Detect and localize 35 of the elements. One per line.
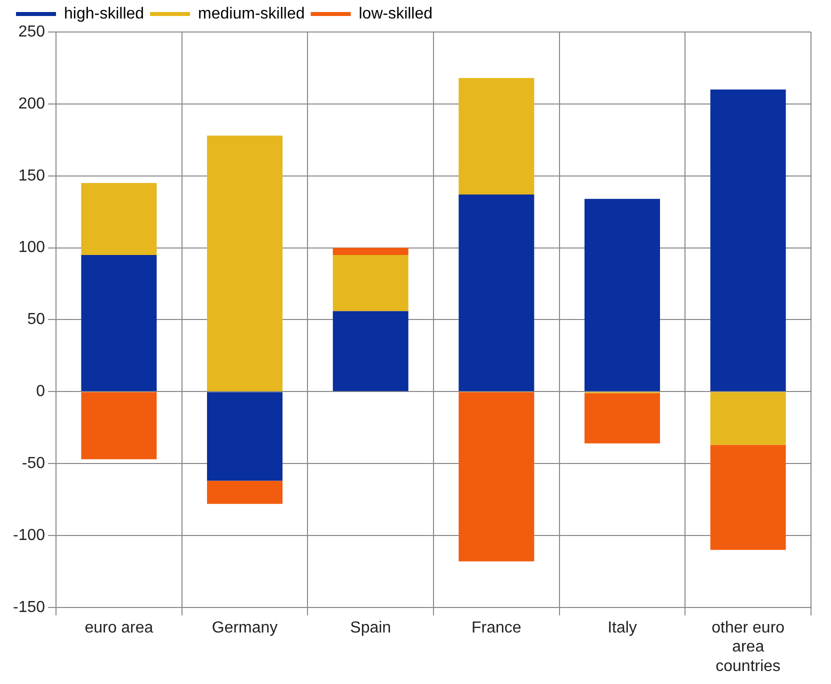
bar	[207, 136, 283, 392]
bar	[207, 392, 283, 481]
bar	[81, 183, 157, 255]
x-tick-label: Spain	[350, 619, 392, 636]
y-tick-label: 250	[18, 23, 46, 40]
y-tick-label: 0	[36, 383, 46, 400]
y-tick-label: 150	[18, 167, 46, 184]
bar	[458, 392, 534, 562]
bar	[710, 90, 786, 392]
bar	[207, 480, 283, 504]
bar	[584, 198, 660, 392]
legend-label: medium-skilled	[198, 5, 305, 22]
bar	[332, 311, 408, 392]
bar	[710, 392, 786, 445]
bar	[584, 393, 660, 444]
legend-label: high-skilled	[64, 5, 144, 22]
bar	[458, 194, 534, 392]
x-tick-label: Italy	[608, 619, 637, 636]
y-tick-label: -150	[12, 598, 46, 616]
bar	[332, 254, 408, 312]
x-tick-label: euro area	[84, 619, 154, 636]
y-tick-label: -50	[22, 454, 46, 472]
bar	[81, 392, 157, 460]
x-tick-label: other euro area countries	[712, 619, 785, 675]
bar	[332, 248, 408, 255]
x-tick-label: Germany	[212, 619, 278, 636]
x-tick-label: France	[472, 619, 522, 636]
y-tick-label: 200	[18, 95, 46, 112]
y-tick-label: -100	[12, 526, 46, 544]
bar	[81, 254, 157, 392]
y-tick-label: 50	[27, 311, 46, 328]
legend-label: low-skilled	[358, 5, 433, 22]
y-tick-label: 100	[18, 239, 46, 256]
bar	[458, 78, 534, 195]
bar	[710, 444, 786, 550]
